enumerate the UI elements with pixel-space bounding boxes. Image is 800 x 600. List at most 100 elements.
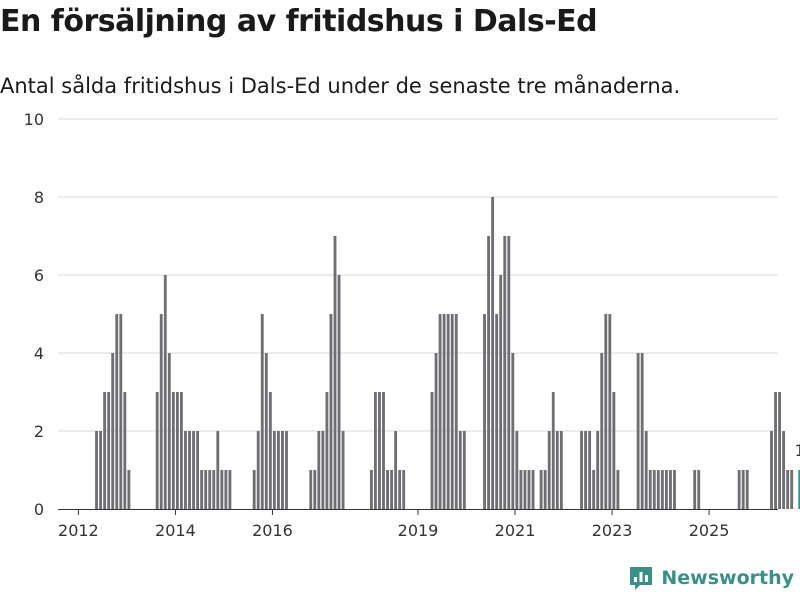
bar xyxy=(281,431,284,509)
bar xyxy=(774,392,777,509)
bar xyxy=(107,392,111,509)
bar xyxy=(790,470,794,509)
bar xyxy=(184,431,187,509)
bar xyxy=(462,431,466,509)
bar xyxy=(450,314,454,509)
bar xyxy=(333,236,337,509)
bar xyxy=(188,431,191,509)
x-tick-label: 2019 xyxy=(398,521,439,540)
bar xyxy=(487,236,491,509)
bar xyxy=(196,431,200,509)
y-tick-label: 6 xyxy=(34,266,44,285)
y-tick-label: 2 xyxy=(34,422,44,441)
bar xyxy=(378,392,381,509)
bar xyxy=(511,353,515,509)
y-tick-label: 8 xyxy=(34,188,44,207)
bar xyxy=(519,470,523,509)
bar xyxy=(119,314,123,509)
bar xyxy=(309,470,313,509)
bar xyxy=(167,353,171,509)
bar xyxy=(180,392,183,509)
y-tick-label: 10 xyxy=(24,110,44,129)
bar xyxy=(390,470,394,509)
bar xyxy=(527,470,531,509)
bar xyxy=(539,470,543,509)
bar xyxy=(171,392,175,509)
bar xyxy=(434,353,438,509)
bar xyxy=(216,431,220,509)
bar xyxy=(115,314,119,509)
bar xyxy=(224,470,228,509)
bar xyxy=(491,197,495,509)
bar xyxy=(446,314,450,509)
bar xyxy=(329,314,333,509)
bar xyxy=(604,314,608,509)
bar xyxy=(640,353,644,509)
bar xyxy=(220,470,224,509)
bar-highlight xyxy=(798,470,800,509)
bar xyxy=(648,470,652,509)
bar xyxy=(430,392,434,509)
bar xyxy=(337,275,341,509)
bar xyxy=(636,353,640,509)
bar xyxy=(782,431,786,509)
bar xyxy=(369,470,373,509)
x-tick-label: 2012 xyxy=(58,521,99,540)
bar xyxy=(175,392,179,509)
bar xyxy=(555,431,559,509)
bar xyxy=(495,314,499,509)
bar xyxy=(608,314,612,509)
chart-subtitle: Antal sålda fritidshus i Dals-Ed under d… xyxy=(0,74,681,98)
bar xyxy=(341,431,345,509)
bar xyxy=(317,431,321,509)
annotations: 1 xyxy=(795,441,800,460)
bar xyxy=(313,470,317,509)
bar xyxy=(260,314,264,509)
bar xyxy=(786,470,790,509)
bar xyxy=(321,431,325,509)
bar xyxy=(208,470,212,509)
bar xyxy=(515,431,519,509)
bar xyxy=(398,470,402,509)
bars xyxy=(95,197,800,509)
bar xyxy=(483,314,486,509)
bar xyxy=(277,431,280,509)
bar xyxy=(264,353,268,509)
y-tick-label: 4 xyxy=(34,344,44,363)
bar xyxy=(228,470,232,509)
bar xyxy=(588,431,592,509)
bar xyxy=(741,470,745,509)
bar xyxy=(737,470,741,509)
bar xyxy=(580,431,583,509)
bar xyxy=(652,470,656,509)
bar xyxy=(770,431,773,509)
bar xyxy=(438,314,442,509)
bar xyxy=(272,431,276,509)
bar xyxy=(163,275,167,509)
bar xyxy=(600,353,604,509)
bar xyxy=(252,470,256,509)
x-axis: 2012 2014 2016 2019 2021 2023 2025 xyxy=(58,509,778,540)
bar xyxy=(543,470,547,509)
bar xyxy=(745,470,749,509)
bar xyxy=(373,392,377,509)
bar xyxy=(592,470,596,509)
bar xyxy=(103,392,107,509)
bar xyxy=(503,236,507,509)
bar xyxy=(531,470,535,509)
y-tick-label: 0 xyxy=(34,500,44,519)
x-tick-label: 2016 xyxy=(252,521,293,540)
x-tick-label: 2014 xyxy=(155,521,196,540)
bar xyxy=(523,470,527,509)
bar xyxy=(584,431,587,509)
bar xyxy=(256,431,260,509)
x-tick-label: 2021 xyxy=(495,521,536,540)
bar xyxy=(697,470,701,509)
bar xyxy=(268,392,272,509)
bar xyxy=(127,470,131,509)
bar xyxy=(547,431,551,509)
bar xyxy=(95,431,98,509)
bar xyxy=(212,470,216,509)
bar xyxy=(596,431,600,509)
